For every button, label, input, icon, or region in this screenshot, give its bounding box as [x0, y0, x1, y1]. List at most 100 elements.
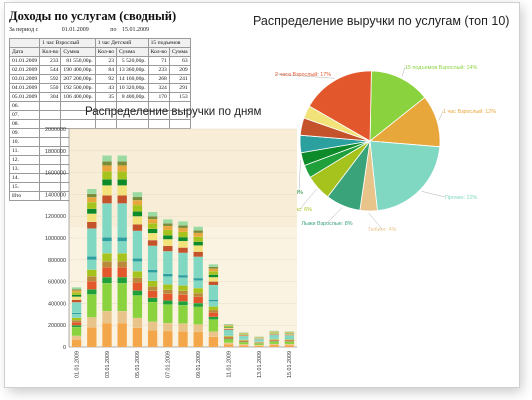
pie-leader-line: [299, 189, 317, 210]
bar-segment: [71, 292, 82, 295]
bar-segment: [162, 223, 173, 227]
x-tick-label: 15.01.2009: [287, 351, 293, 378]
bar-segment: [208, 319, 219, 332]
table-cell: 209: [168, 65, 191, 75]
table-cell: 8 400,00р.: [116, 92, 149, 102]
bar-segment: [223, 328, 234, 330]
bar-segment: [162, 293, 173, 301]
bar-segment: [178, 240, 188, 248]
bar-segment: [117, 241, 128, 254]
bar-segment: [223, 337, 234, 339]
bar-segment: [102, 165, 112, 172]
bar-segment: [208, 312, 219, 317]
bar-segment: [147, 211, 158, 217]
bar-segment: [223, 325, 234, 326]
bar-segment: [223, 344, 234, 348]
y-tick-label: 400000: [48, 301, 66, 307]
bar-segment: [102, 171, 112, 180]
table-cell: 233: [147, 65, 170, 75]
bar-segment: [162, 239, 173, 247]
bar-segment: [162, 219, 173, 224]
table-row: 01.01.2009 233 81 550,00р. 23 5 520,00р. 71 63: [8, 56, 191, 66]
bar-segment: [223, 323, 234, 325]
bar-segment: [86, 294, 97, 318]
bar-segment: [193, 245, 204, 252]
bar-segment: [71, 299, 82, 303]
table-cell: 03.01.2009: [8, 74, 41, 84]
column-header: Сумма: [168, 47, 191, 57]
bar-segment: [71, 296, 82, 300]
bar-segment: [86, 256, 97, 260]
bar-segment: [86, 221, 97, 229]
bar-segment: [223, 329, 234, 334]
pie-slice-label: Лыжи Взрослые: 8%: [301, 221, 352, 227]
bar-segment: [71, 290, 82, 293]
bar-segment: [147, 272, 158, 282]
table-cell: 02.01.2009: [8, 65, 41, 75]
bar-segment: [193, 236, 204, 242]
bar-segment: [117, 253, 128, 262]
table-group-header-row: 1 час Взрослый 1 час Детский 15 подъемов: [8, 38, 191, 48]
pie-slice-label: 1 час Взрослый: 12%: [443, 108, 496, 115]
bar-segment: [71, 313, 82, 318]
bar-segment: [132, 317, 143, 328]
bar-segment: [147, 297, 158, 303]
period-label: За период с: [9, 27, 39, 33]
bar-segment: [132, 192, 143, 198]
bar-segment: [132, 200, 143, 206]
bar-segment: [193, 303, 204, 307]
bar-segment: [102, 261, 112, 268]
table-row: 03.01.2009 592 207 200,00р. 92 14 160,00р. 26…: [8, 74, 191, 84]
bar-segment: [102, 241, 112, 254]
bar-segment: [162, 289, 173, 294]
bar-segment: [269, 341, 280, 345]
bar-segment: [71, 335, 82, 340]
bar-segment: [269, 340, 280, 342]
bar-segment: [162, 245, 173, 252]
bar-segment: [102, 253, 112, 262]
y-tick-label: 200000: [48, 323, 66, 329]
table-cell: 170: [147, 92, 170, 102]
bar-segment: [284, 335, 295, 339]
bar-segment: [223, 338, 234, 340]
bar-segment: [102, 311, 112, 324]
bar-segment: [71, 287, 82, 290]
bar-segment: [132, 230, 143, 259]
bar-segment: [117, 155, 128, 162]
bar-segment: [208, 274, 219, 278]
bar-segment: [178, 290, 188, 295]
bar-segment: [86, 269, 97, 277]
bar-segment: [193, 232, 204, 237]
table-cell: 233: [39, 56, 62, 66]
bar-segment: [193, 293, 204, 297]
bar-segment: [193, 226, 204, 231]
bar-segment: [71, 325, 82, 328]
bar-segment: [193, 277, 204, 281]
bar-segment: [162, 225, 173, 231]
bar-segment: [132, 196, 143, 201]
bar-segment: [269, 343, 280, 346]
bar-segment: [238, 335, 249, 339]
table-cell: 81 550,00р.: [60, 56, 96, 66]
bar-segment: [254, 345, 264, 348]
bar-segment: [117, 322, 128, 348]
bar-segment: [117, 311, 128, 324]
pie-slice-label: 3%: [295, 190, 303, 196]
bar-segment: [102, 155, 112, 162]
bar-segment: [162, 251, 173, 274]
bar-segment: [132, 271, 143, 278]
period-to: 15.01.2009: [122, 27, 150, 33]
bar-segment: [178, 221, 188, 226]
table-cell: 153: [168, 92, 191, 102]
bar-segment: [147, 269, 158, 273]
bar-segment: [178, 301, 188, 306]
bar-segment: [71, 289, 82, 291]
table-cell: 324: [147, 83, 170, 93]
x-tick-label: 11.01.2009: [226, 351, 232, 378]
y-tick-label: 2000000: [45, 127, 66, 133]
bar-segment: [132, 290, 143, 296]
bar-segment: [117, 161, 128, 166]
table-cell: 23: [94, 56, 118, 66]
bar-segment: [147, 240, 158, 246]
period-to-label: по: [110, 27, 117, 33]
